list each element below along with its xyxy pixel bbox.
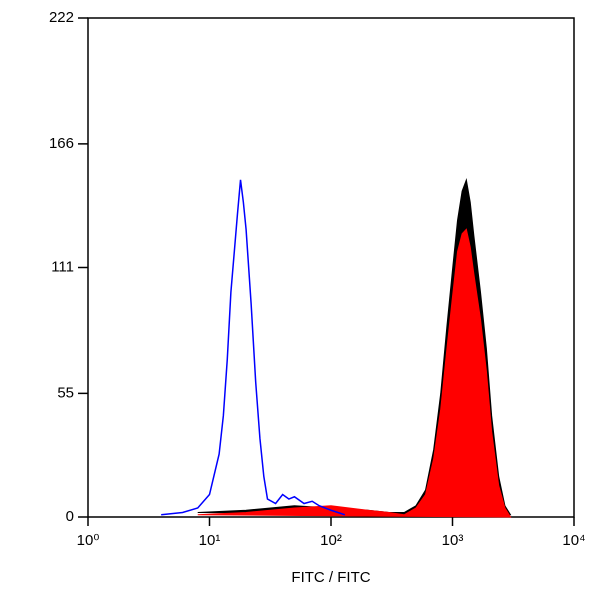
x-tick-label: 10¹ bbox=[199, 532, 221, 549]
y-tick-label: 0 bbox=[66, 508, 74, 525]
y-tick-label: 166 bbox=[49, 135, 74, 152]
x-tick-label: 10² bbox=[320, 532, 342, 549]
x-tick-label: 10³ bbox=[442, 532, 464, 549]
x-tick-label: 10⁰ bbox=[77, 532, 100, 549]
histogram-line bbox=[161, 179, 346, 516]
plot-frame bbox=[87, 17, 575, 518]
x-tick-label: 10⁴ bbox=[562, 532, 585, 549]
y-tick-label: 55 bbox=[57, 384, 74, 401]
y-tick-label: 111 bbox=[51, 258, 74, 275]
histogram-area bbox=[197, 228, 512, 518]
x-axis-label: FITC / FITC bbox=[291, 569, 370, 586]
y-tick-label: 222 bbox=[49, 9, 74, 26]
